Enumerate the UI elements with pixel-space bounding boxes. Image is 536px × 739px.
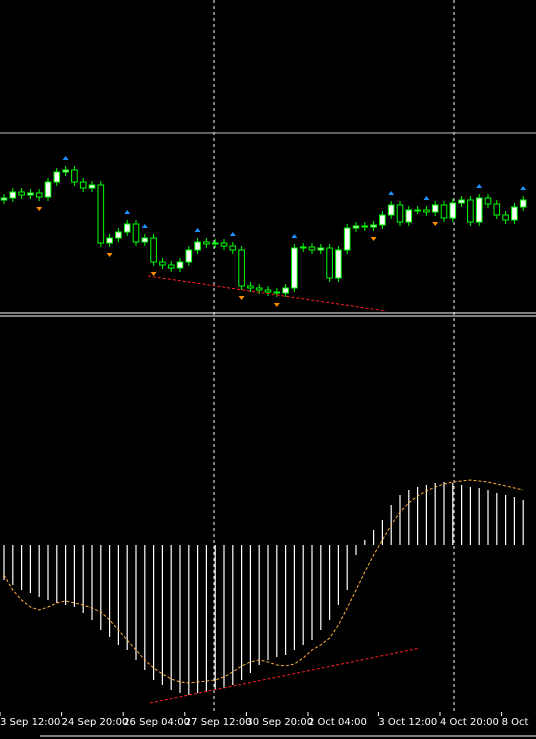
candle-body — [159, 261, 166, 266]
candle-body — [299, 246, 307, 249]
candle-body — [511, 206, 518, 221]
candle-body — [361, 225, 369, 228]
x-tick-label: 4 Oct 20:00 — [440, 717, 499, 728]
fractal-up — [62, 156, 69, 160]
candle-body — [519, 199, 527, 208]
candle-body — [62, 169, 69, 173]
fractal-down — [36, 207, 43, 211]
fractal-down — [238, 296, 245, 300]
candle-body — [431, 204, 439, 213]
candle-body — [167, 264, 175, 269]
fractal-up — [141, 224, 148, 228]
signal-line — [3, 479, 524, 684]
fractal-down — [370, 237, 377, 241]
candle-body — [220, 242, 228, 247]
candle-body — [141, 237, 149, 243]
candle-body — [308, 246, 316, 251]
candle-body — [484, 197, 492, 205]
candle-body — [185, 249, 193, 263]
candle-body — [255, 287, 263, 291]
candle-body — [449, 202, 457, 219]
fractal-up — [423, 196, 430, 200]
candle-body — [458, 199, 465, 204]
candle-body — [414, 209, 421, 212]
candle-body — [88, 184, 96, 189]
candle-body — [53, 171, 61, 183]
fractal-up — [291, 234, 298, 238]
x-tick-label: 8 Oct — [502, 717, 529, 728]
candle-body — [352, 225, 360, 229]
candle-body — [247, 285, 254, 289]
candle-body — [502, 214, 509, 221]
candle-body — [79, 181, 87, 189]
candle-body — [440, 204, 448, 219]
divergence-line — [147, 275, 387, 312]
x-tick-label: 3 Sep 12:00 — [0, 717, 60, 728]
candle-body — [317, 247, 325, 251]
candle-body — [493, 203, 501, 216]
candle-body — [282, 287, 289, 294]
candle-body — [150, 237, 157, 263]
candle-body — [475, 197, 483, 223]
fractal-down — [432, 222, 439, 226]
fractal-up — [388, 191, 395, 195]
fractal-down — [150, 272, 157, 276]
candle-body — [405, 209, 413, 223]
candle-body — [27, 192, 34, 196]
candle-body — [203, 241, 210, 245]
x-tick-label: 30 Sep 20:00 — [246, 717, 313, 728]
candle-body — [106, 237, 113, 244]
fractal-up — [520, 186, 527, 190]
candle-body — [176, 261, 184, 269]
candle-body — [238, 249, 245, 287]
divergence-line — [149, 647, 421, 704]
x-tick-label: 26 Sep 04:00 — [123, 717, 190, 728]
fractal-up — [194, 228, 201, 232]
candle-body — [467, 199, 474, 223]
fractal-down — [106, 253, 113, 257]
x-tick-label: 3 Oct 12:00 — [378, 717, 437, 728]
fractal-up — [476, 184, 483, 188]
candle-body — [343, 227, 351, 251]
candle-body — [71, 169, 78, 183]
candle-body — [35, 192, 43, 198]
candle-body — [18, 191, 25, 196]
x-tick-label: 24 Sep 20:00 — [62, 717, 129, 728]
candle-body — [379, 214, 386, 226]
candle-body — [132, 223, 140, 243]
candle-body — [194, 241, 201, 251]
fractal-up — [124, 210, 131, 214]
candle-body — [387, 204, 395, 216]
candle-body — [423, 209, 430, 213]
candle-body — [9, 191, 17, 199]
candle-body — [0, 197, 8, 201]
candle-body — [115, 231, 122, 239]
candle-body — [97, 184, 105, 244]
candle-body — [44, 181, 52, 198]
candle-body — [370, 224, 377, 228]
fractal-up — [229, 232, 236, 236]
x-tick-label: 27 Sep 12:00 — [185, 717, 252, 728]
x-tick-label: 2 Oct 04:00 — [308, 717, 367, 728]
candle-body — [326, 247, 333, 279]
candle-body — [211, 242, 219, 245]
candle-body — [291, 247, 298, 289]
candle-body — [123, 223, 131, 233]
candle-body — [264, 289, 272, 293]
candle-body — [273, 291, 281, 294]
candle-body — [335, 249, 342, 279]
candle-body — [229, 245, 237, 251]
candle-body — [396, 204, 404, 223]
fractal-down — [273, 303, 280, 307]
